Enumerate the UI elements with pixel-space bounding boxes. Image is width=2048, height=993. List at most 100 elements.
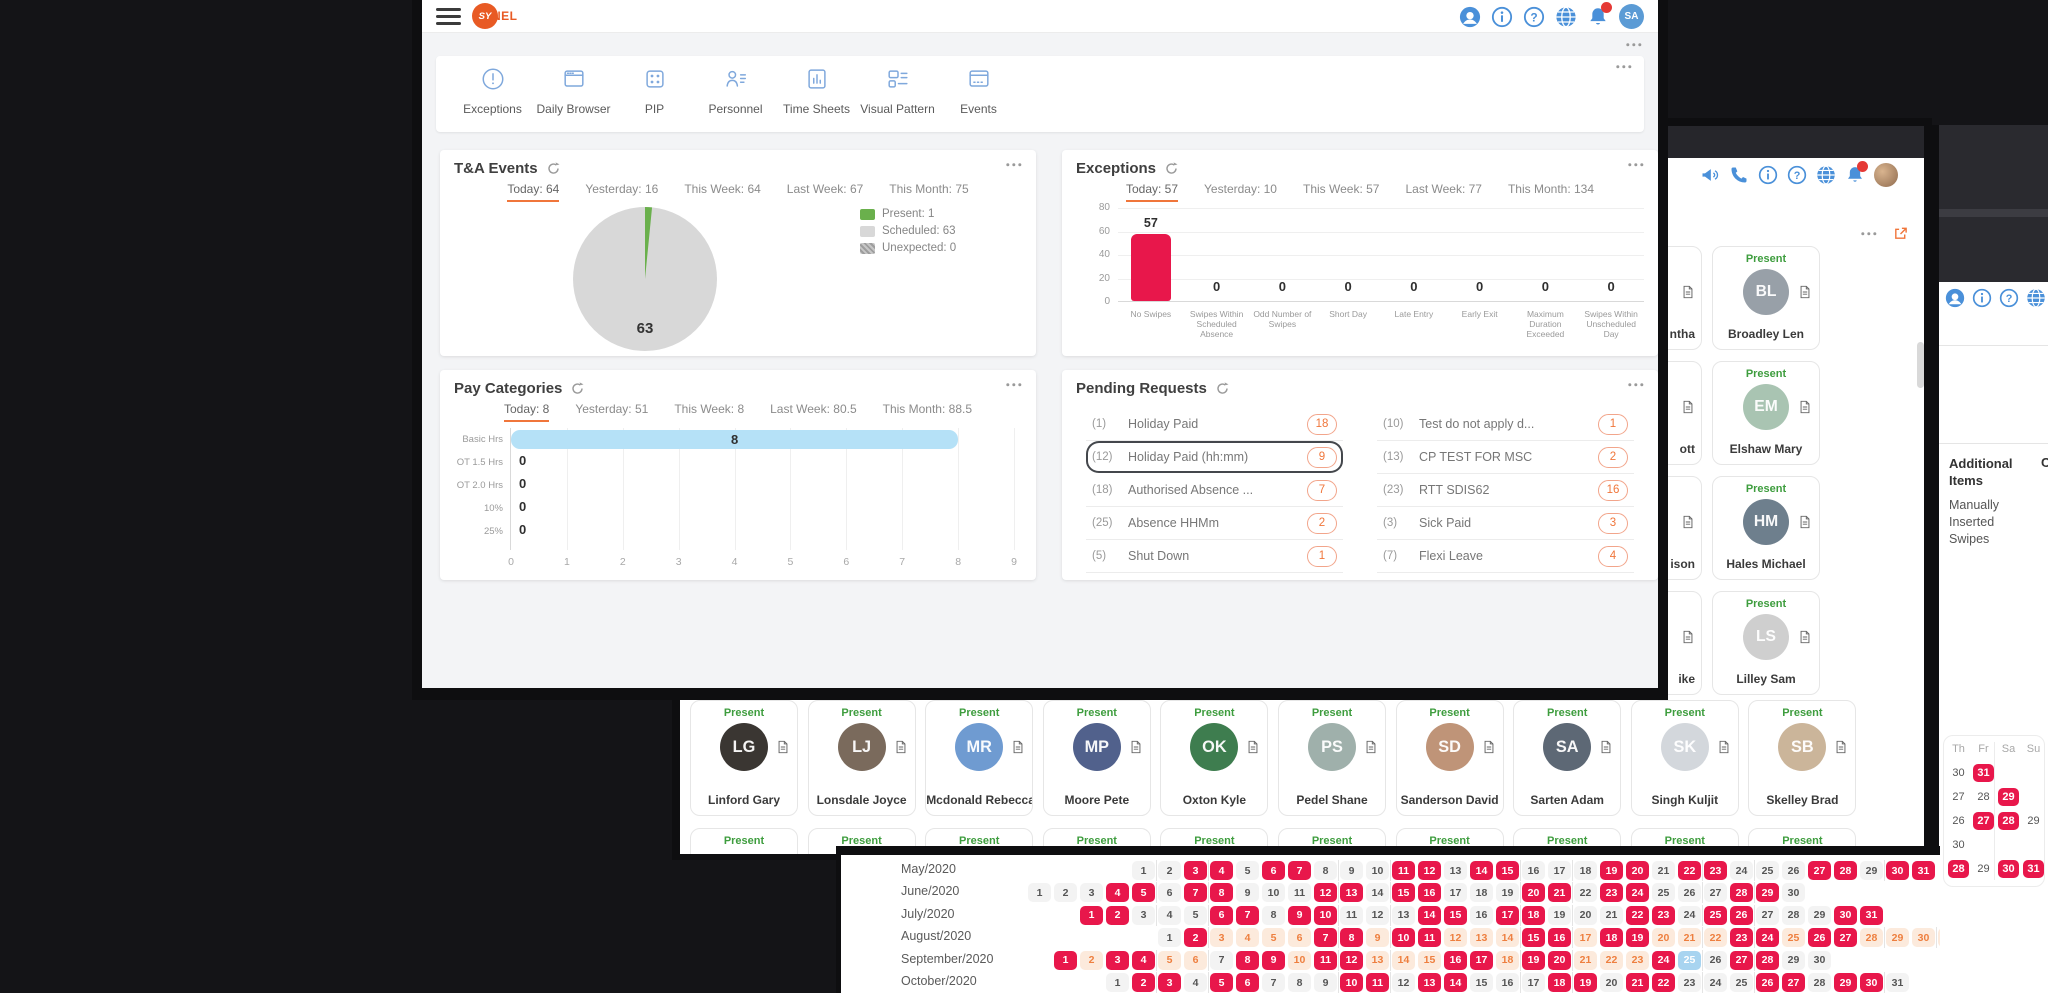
calendar-day[interactable]: 31: [1860, 905, 1883, 925]
calendar-day[interactable]: 16: [1548, 928, 1571, 948]
document-icon[interactable]: [1834, 740, 1848, 754]
calendar-day[interactable]: 27: [1730, 950, 1753, 970]
calendar-day[interactable]: 28: [1948, 860, 1969, 878]
calendar-day[interactable]: 18: [1571, 860, 1597, 881]
globe-icon[interactable]: [2026, 288, 2046, 308]
calendar-day[interactable]: 17: [1444, 883, 1467, 903]
calendar-day[interactable]: 2: [1184, 928, 1207, 948]
calendar-day[interactable]: 13: [1418, 973, 1441, 992]
calendar-day[interactable]: 24: [1678, 905, 1701, 925]
calendar-day[interactable]: 22: [1701, 927, 1727, 949]
calendar-day[interactable]: 12: [1314, 883, 1337, 903]
calendar-day[interactable]: 11: [1418, 928, 1441, 948]
calendar-day[interactable]: 9: [1262, 950, 1285, 970]
calendar-day[interactable]: 14: [1389, 949, 1415, 971]
calendar-day[interactable]: 15: [1470, 973, 1493, 992]
calendar-day[interactable]: 24: [1701, 972, 1727, 993]
calendar-day[interactable]: 11: [1366, 973, 1389, 992]
more-options-icon[interactable]: [1859, 227, 1879, 241]
calendar-day[interactable]: 16: [1444, 950, 1467, 970]
tab-today[interactable]: Today: 8: [503, 402, 550, 422]
calendar-day[interactable]: 6: [1236, 973, 1259, 992]
calendar-day[interactable]: 24: [1652, 950, 1675, 970]
calendar-day[interactable]: 24: [1753, 927, 1779, 949]
calendar-day[interactable]: 10: [1366, 861, 1389, 880]
tab-today[interactable]: Today: 64: [507, 182, 560, 202]
tab-today[interactable]: Today: 57: [1125, 182, 1179, 202]
calendar-day[interactable]: 9: [1314, 973, 1337, 992]
calendar-day[interactable]: 3: [1184, 861, 1207, 880]
calendar-day[interactable]: 16: [1496, 973, 1519, 992]
calendar-day[interactable]: 25: [1678, 950, 1701, 970]
toolbar-item-personnel[interactable]: Personnel: [695, 66, 776, 116]
calendar-day[interactable]: 28: [1753, 949, 1779, 971]
calendar-day[interactable]: 31: [2023, 860, 2044, 878]
info-icon[interactable]: [1491, 6, 1513, 28]
document-icon[interactable]: [1364, 740, 1378, 754]
calendar-day[interactable]: 22: [1626, 905, 1649, 925]
calendar-day[interactable]: 12: [1389, 972, 1415, 993]
announcement-icon[interactable]: [1700, 165, 1720, 185]
document-icon[interactable]: [1681, 515, 1695, 529]
document-icon[interactable]: [776, 740, 790, 754]
person-card-oxton-kyle[interactable]: Present OK Oxton Kyle: [1160, 700, 1269, 816]
toolbar-item-pip[interactable]: PIP: [614, 66, 695, 116]
calendar-day[interactable]: 29: [1977, 863, 1990, 875]
document-icon[interactable]: [1798, 400, 1812, 414]
calendar-day[interactable]: 19: [1519, 949, 1545, 971]
calendar-day[interactable]: 30: [1998, 860, 2019, 878]
calendar-day[interactable]: 26: [1678, 883, 1701, 903]
calendar-day[interactable]: 21: [1600, 905, 1623, 925]
dashboard-more-options-icon[interactable]: [1624, 38, 1644, 52]
calendar-day[interactable]: 15: [1389, 882, 1415, 904]
document-icon[interactable]: [1681, 285, 1695, 299]
calendar-day[interactable]: 25: [1753, 860, 1779, 881]
calendar-day[interactable]: 4: [1207, 860, 1233, 881]
user-avatar[interactable]: [1874, 163, 1898, 187]
panel-more-options-icon[interactable]: [1626, 158, 1646, 172]
person-card-sanderson-david[interactable]: Present SD Sanderson David: [1395, 700, 1504, 816]
calendar-day[interactable]: 28: [1782, 905, 1805, 925]
calendar-day[interactable]: 18: [1470, 883, 1493, 903]
calendar-day[interactable]: 24: [1730, 861, 1753, 880]
calendar-day[interactable]: 26: [1952, 815, 1965, 827]
calendar-day[interactable]: 31: [1935, 927, 1940, 949]
document-icon[interactable]: [1798, 285, 1812, 299]
calendar-day[interactable]: 28: [1834, 861, 1857, 880]
open-in-new-icon[interactable]: [1893, 226, 1908, 241]
calendar-day[interactable]: 30: [1912, 928, 1935, 948]
document-icon[interactable]: [1717, 740, 1731, 754]
toolbar-item-exceptions[interactable]: Exceptions: [452, 66, 533, 116]
calendar-day[interactable]: 14: [1444, 973, 1467, 992]
tab-this-month[interactable]: This Month: 75: [889, 182, 969, 196]
calendar-day[interactable]: 30: [1808, 950, 1831, 970]
refresh-icon[interactable]: [1215, 381, 1230, 396]
person-card-pedel-shane[interactable]: Present PS Pedel Shane: [1278, 700, 1386, 816]
pending-request-item[interactable]: (10) Test do not apply d... 1: [1377, 408, 1634, 441]
calendar-day[interactable]: 6: [1184, 950, 1207, 970]
tab-last-week[interactable]: Last Week: 77: [1405, 182, 1482, 196]
calendar-day[interactable]: 1: [1028, 883, 1051, 903]
calendar-day[interactable]: 28: [1808, 973, 1831, 992]
person-card-moore-pete[interactable]: Present MP Moore Pete: [1042, 700, 1151, 816]
document-icon[interactable]: [1011, 740, 1025, 754]
calendar-day[interactable]: 13: [1337, 882, 1363, 904]
calendar-day[interactable]: 1: [1132, 861, 1155, 880]
calendar-day[interactable]: 17: [1496, 905, 1519, 925]
calendar-day[interactable]: 27: [1808, 861, 1831, 880]
globe-icon[interactable]: [1555, 6, 1577, 28]
calendar-day[interactable]: 15: [1519, 927, 1545, 949]
user-avatar[interactable]: SA: [1619, 4, 1644, 29]
calendar-day[interactable]: 10: [1389, 927, 1415, 949]
toolbar-item-daily-browser[interactable]: Daily Browser: [533, 66, 614, 116]
document-icon[interactable]: [1798, 515, 1812, 529]
calendar-day[interactable]: 5: [1236, 861, 1259, 880]
calendar-day[interactable]: 20: [1600, 973, 1623, 992]
calendar-day[interactable]: 30: [1883, 860, 1909, 881]
calendar-day[interactable]: 2: [1155, 860, 1181, 881]
calendar-day[interactable]: 1: [1158, 928, 1181, 948]
calendar-day[interactable]: 15: [1496, 861, 1519, 880]
person-card-broadley-len[interactable]: Present BL Broadley Len: [1712, 246, 1820, 350]
calendar-day[interactable]: 7: [1184, 883, 1207, 903]
calendar-day[interactable]: 7: [1236, 905, 1259, 925]
